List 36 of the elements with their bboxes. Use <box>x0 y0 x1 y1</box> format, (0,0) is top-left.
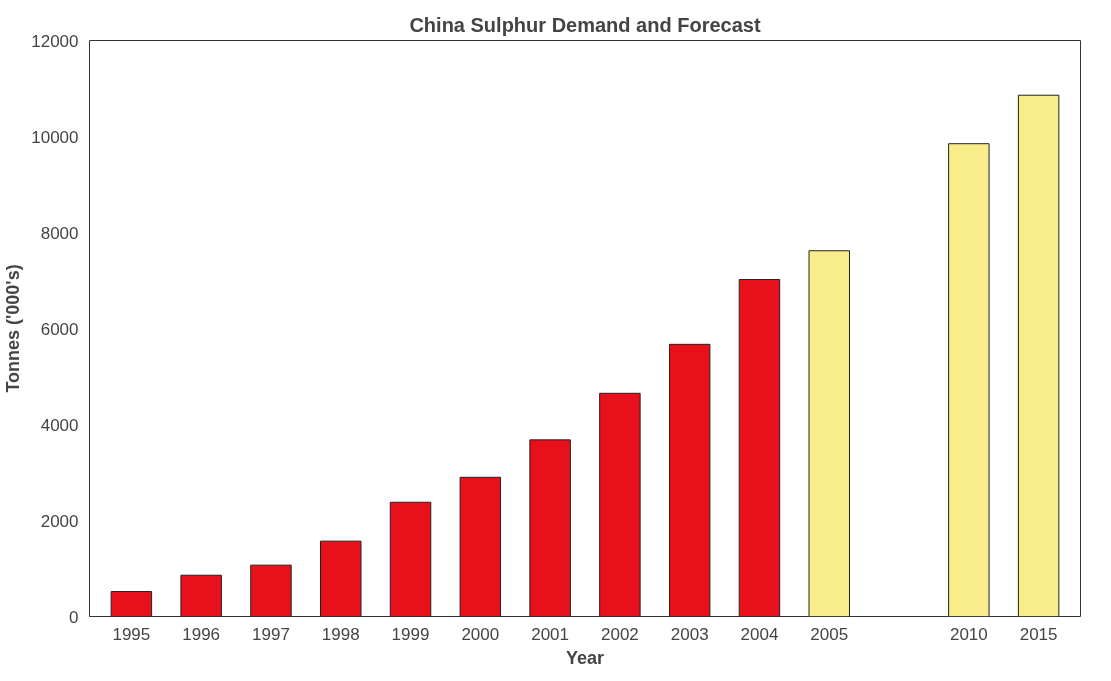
y-tick-label: 8000 <box>40 223 79 243</box>
y-axis-title: Tonnes ('000's) <box>3 264 24 393</box>
x-tick-label: 2003 <box>670 624 709 644</box>
x-tick-label: 2010 <box>949 624 988 644</box>
bar <box>1017 94 1060 617</box>
chart-title: China Sulphur Demand and Forecast <box>409 13 761 36</box>
x-tick-label: 2004 <box>740 624 779 644</box>
bar <box>808 250 850 617</box>
x-tick-label: 2015 <box>1019 624 1058 644</box>
x-tick-label: 2000 <box>461 624 500 644</box>
bar <box>250 564 292 617</box>
x-tick-label: 1999 <box>391 624 430 644</box>
x-tick-label: 1996 <box>182 624 221 644</box>
bar <box>180 574 222 617</box>
y-tick-label: 0 <box>69 607 79 627</box>
bar <box>389 501 432 617</box>
y-tick-label: 6000 <box>40 319 79 339</box>
x-tick-label: 1997 <box>252 624 290 644</box>
bar <box>599 392 641 617</box>
bar <box>948 143 990 617</box>
bar <box>110 591 153 617</box>
x-axis-title: Year <box>565 647 605 668</box>
bar <box>738 279 781 617</box>
y-tick-label: 12000 <box>31 31 79 51</box>
x-tick-label: 2001 <box>531 624 570 644</box>
bar <box>668 343 711 617</box>
y-tick-label: 10000 <box>31 127 79 147</box>
x-tick-label: 1995 <box>112 624 151 644</box>
y-tick-label: 4000 <box>40 415 79 435</box>
x-tick-label: 1998 <box>321 624 360 644</box>
y-tick-label: 2000 <box>40 511 79 531</box>
x-tick-label: 2005 <box>810 624 849 644</box>
bar <box>529 439 571 617</box>
bar <box>459 476 502 617</box>
x-tick-label: 2002 <box>600 624 639 644</box>
bar <box>320 540 362 617</box>
